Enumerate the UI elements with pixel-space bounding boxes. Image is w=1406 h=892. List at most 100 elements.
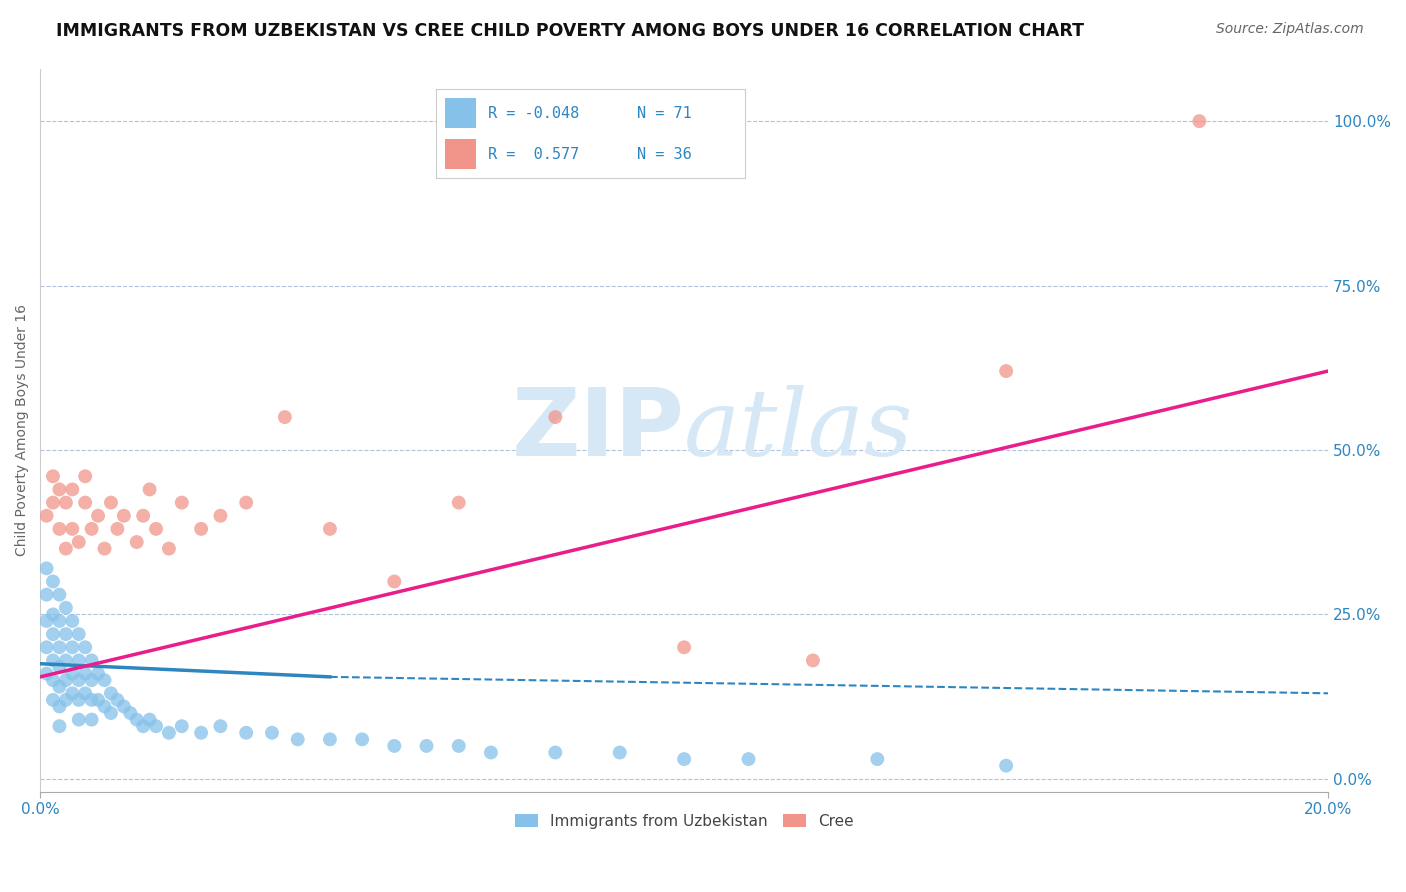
Point [138, 483, 160, 497]
Point [48, 640, 70, 655]
Point [42, 653, 65, 667]
Point [48, 699, 70, 714]
Point [75, 469, 97, 483]
Point [673, 752, 696, 766]
Point [35, 666, 58, 681]
Point [67, 673, 90, 688]
Point [55, 673, 77, 688]
Point [35, 561, 58, 575]
Point [287, 732, 309, 747]
Point [87, 693, 110, 707]
Point [93, 673, 115, 688]
Point [447, 495, 470, 509]
Text: N = 36: N = 36 [637, 147, 692, 161]
Point [609, 746, 631, 760]
Text: atlas: atlas [685, 385, 914, 475]
Text: N = 71: N = 71 [637, 106, 692, 120]
Point [55, 495, 77, 509]
Point [170, 719, 193, 733]
Point [866, 752, 889, 766]
Point [55, 627, 77, 641]
Point [60, 686, 83, 700]
Point [415, 739, 437, 753]
Point [48, 522, 70, 536]
Point [260, 725, 283, 739]
Point [145, 719, 167, 733]
Point [801, 653, 824, 667]
Point [60, 666, 83, 681]
Y-axis label: Child Poverty Among Boys Under 16: Child Poverty Among Boys Under 16 [15, 304, 30, 557]
Point [67, 535, 90, 549]
Point [48, 719, 70, 733]
Point [80, 522, 103, 536]
Point [35, 640, 58, 655]
Point [209, 508, 232, 523]
Point [87, 508, 110, 523]
Point [93, 541, 115, 556]
Point [48, 660, 70, 674]
Point [235, 725, 257, 739]
Point [75, 640, 97, 655]
Point [42, 607, 65, 622]
Point [138, 713, 160, 727]
Point [479, 746, 502, 760]
Point [67, 627, 90, 641]
Point [42, 673, 65, 688]
Point [48, 614, 70, 628]
Point [35, 508, 58, 523]
Point [105, 522, 128, 536]
Point [319, 522, 342, 536]
Point [112, 699, 135, 714]
Point [55, 600, 77, 615]
Point [80, 653, 103, 667]
Point [235, 495, 257, 509]
Text: Source: ZipAtlas.com: Source: ZipAtlas.com [1216, 22, 1364, 37]
Point [132, 719, 155, 733]
Point [42, 469, 65, 483]
Point [447, 739, 470, 753]
Point [209, 719, 232, 733]
Point [112, 508, 135, 523]
Point [93, 699, 115, 714]
Point [319, 732, 342, 747]
Point [67, 693, 90, 707]
Point [995, 758, 1018, 772]
Text: R =  0.577: R = 0.577 [488, 147, 579, 161]
Point [1188, 114, 1211, 128]
Point [120, 706, 142, 720]
Point [132, 508, 155, 523]
Point [60, 522, 83, 536]
Point [42, 627, 65, 641]
Point [67, 713, 90, 727]
Point [125, 535, 148, 549]
Point [382, 574, 405, 589]
Legend: Immigrants from Uzbekistan, Cree: Immigrants from Uzbekistan, Cree [509, 807, 859, 835]
Point [352, 732, 374, 747]
Point [190, 725, 212, 739]
Point [382, 739, 405, 753]
Point [157, 725, 180, 739]
Point [48, 483, 70, 497]
FancyBboxPatch shape [446, 139, 477, 169]
Point [35, 614, 58, 628]
FancyBboxPatch shape [446, 98, 477, 128]
Point [35, 588, 58, 602]
Point [80, 673, 103, 688]
Point [55, 653, 77, 667]
Point [67, 653, 90, 667]
Point [125, 713, 148, 727]
Point [75, 666, 97, 681]
Text: IMMIGRANTS FROM UZBEKISTAN VS CREE CHILD POVERTY AMONG BOYS UNDER 16 CORRELATION: IMMIGRANTS FROM UZBEKISTAN VS CREE CHILD… [56, 22, 1084, 40]
Point [80, 713, 103, 727]
Point [48, 680, 70, 694]
Point [60, 483, 83, 497]
Point [42, 495, 65, 509]
Text: ZIP: ZIP [512, 384, 685, 476]
Point [100, 686, 122, 700]
Point [105, 693, 128, 707]
Point [48, 588, 70, 602]
Point [190, 522, 212, 536]
Point [673, 640, 696, 655]
Point [544, 746, 567, 760]
Point [157, 541, 180, 556]
